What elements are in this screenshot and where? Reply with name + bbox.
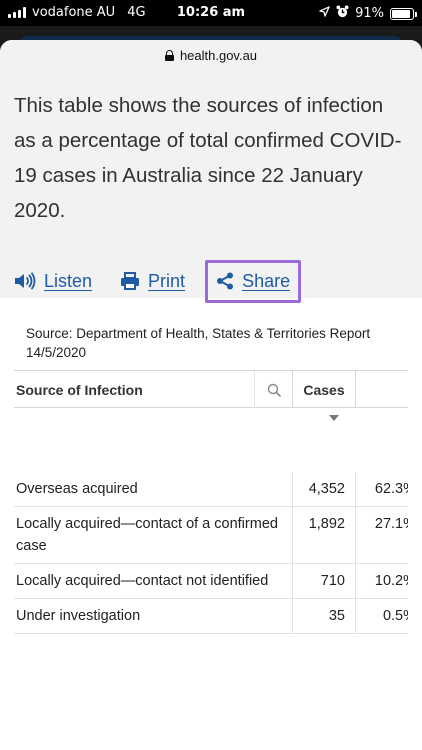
- lock-icon: [164, 49, 174, 61]
- table-row: Locally acquired—contact not identified …: [14, 564, 408, 599]
- print-link[interactable]: Print: [120, 271, 185, 292]
- status-left: vodafone AU 4G: [8, 5, 146, 20]
- row-source: Overseas acquired: [16, 481, 138, 497]
- url-bar[interactable]: health.gov.au: [0, 40, 422, 70]
- sort-descending-icon[interactable]: [329, 415, 339, 421]
- action-bar: Listen Print Share: [14, 258, 408, 304]
- row-cases: 4,352: [292, 472, 356, 506]
- status-bar: vodafone AU 4G 10:26 am 91%: [0, 0, 422, 26]
- row-source: Locally acquired—contact not identified: [16, 573, 269, 589]
- carrier-name: vodafone AU: [32, 5, 116, 20]
- table-header: Source of Infection Cases: [14, 370, 408, 408]
- column-header-source[interactable]: Source of Infection: [16, 381, 143, 398]
- row-cases: 1,892: [292, 507, 356, 563]
- search-icon[interactable]: [254, 371, 292, 408]
- browser-sheet: health.gov.au This table shows the sourc…: [0, 40, 422, 750]
- battery-icon: [390, 7, 417, 20]
- row-cases: 35: [292, 599, 356, 633]
- share-icon: [216, 272, 234, 290]
- printer-icon: [120, 272, 140, 290]
- row-source: Locally acquired—contact of a confirmed …: [16, 516, 278, 554]
- alarm-icon: [336, 5, 349, 22]
- status-time: 10:26 am: [176, 5, 246, 20]
- table-row: Locally acquired—contact of a confirmed …: [14, 507, 408, 564]
- row-cases: 710: [292, 564, 356, 598]
- row-percent: 62.3%: [374, 481, 408, 497]
- row-percent: 0.5%: [382, 608, 408, 624]
- table-body: Overseas acquired 4,352 62.3% Locally ac…: [14, 472, 408, 634]
- print-label: Print: [148, 270, 186, 291]
- intro-text: This table shows the sources of infectio…: [14, 94, 402, 222]
- speaker-icon: [14, 272, 36, 290]
- source-note: Source: Department of Health, States & T…: [26, 326, 371, 360]
- url-domain: health.gov.au: [179, 47, 258, 63]
- listen-label: Listen: [44, 270, 93, 291]
- listen-link[interactable]: Listen: [14, 271, 92, 292]
- share-label: Share: [242, 270, 291, 291]
- network-type: 4G: [127, 5, 146, 20]
- share-link[interactable]: Share: [205, 259, 302, 303]
- row-percent: 10.2%: [374, 573, 408, 589]
- signal-icon: [8, 7, 26, 18]
- infection-table: Source of Infection Cases Overseas acqui…: [14, 370, 408, 634]
- row-percent: 27.1%: [374, 516, 408, 532]
- location-arrow-icon: [319, 6, 330, 21]
- intro-section: This table shows the sources of infectio…: [0, 70, 422, 303]
- status-right: 91%: [319, 5, 417, 22]
- column-header-cases[interactable]: Cases: [292, 371, 356, 408]
- battery-percent: 91%: [355, 6, 384, 21]
- table-row: Under investigation 35 0.5%: [14, 599, 408, 634]
- row-source: Under investigation: [16, 608, 141, 624]
- table-row: Overseas acquired 4,352 62.3%: [14, 472, 408, 507]
